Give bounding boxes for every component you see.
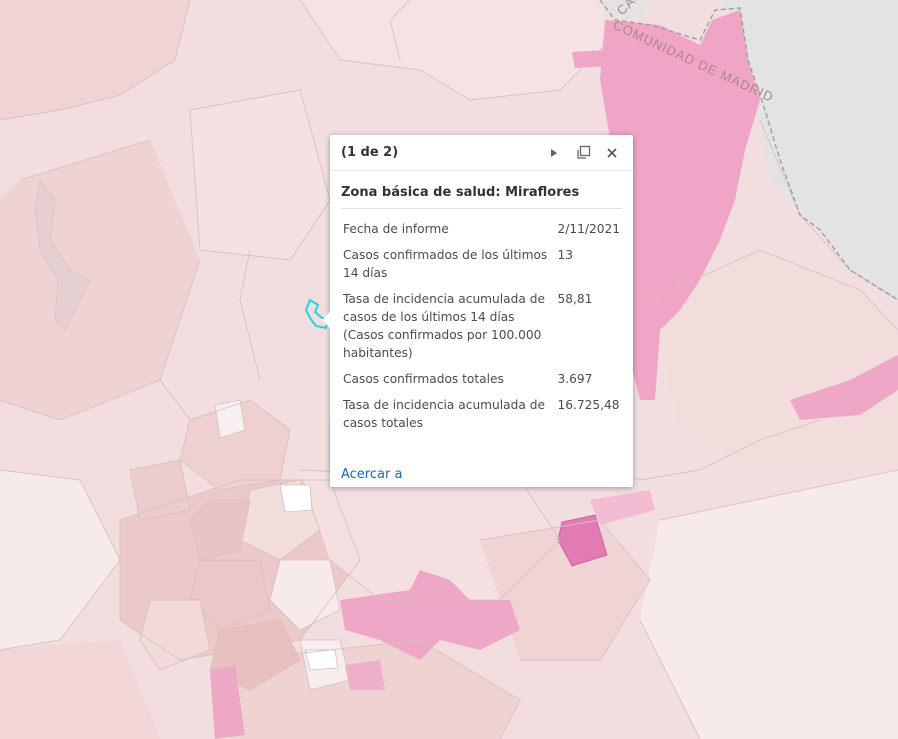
- close-icon: [607, 147, 617, 158]
- attribute-row: Tasa de incidencia acumulada de casos to…: [341, 392, 622, 436]
- mid-incidence-zone: [345, 660, 385, 690]
- attribute-row: Casos confirmados de los últimos 14 días…: [341, 242, 622, 286]
- map-zone: [190, 90, 330, 260]
- attribute-value: 2/11/2021: [557, 222, 621, 236]
- attribute-row: Tasa de incidencia acumulada de casos de…: [341, 286, 622, 366]
- attribute-label: Casos confirmados totales: [343, 372, 504, 386]
- attribute-value: 13: [557, 248, 574, 262]
- attribute-value: 58,81: [557, 292, 593, 306]
- attribute-table: Fecha de informe 2/11/2021 Casos confirmad…: [341, 216, 622, 436]
- map-zone: [0, 470, 120, 650]
- attribute-row: Casos confirmados totales 3.697: [341, 366, 622, 392]
- feature-popup: (1 de 2) Zona básica de salud: Miraflore…: [322, 135, 633, 487]
- map-zone: [0, 0, 190, 120]
- high-incidence-zone-patch: [572, 50, 612, 68]
- city-zones: [129, 399, 381, 691]
- popup-pointer: [322, 311, 331, 329]
- next-feature-button[interactable]: [544, 143, 564, 163]
- region-boundary: [599, 0, 898, 301]
- map-zone: [0, 640, 160, 739]
- mid-incidence-zone: [590, 490, 655, 525]
- popup-title: Zona básica de salud: Miraflores: [341, 185, 622, 209]
- map-zone: [300, 0, 610, 100]
- attribute-label: Casos confirmados de los últimos 14 días: [343, 248, 548, 280]
- map-zone: [480, 520, 650, 660]
- dock-icon: [576, 145, 590, 159]
- popup-header: (1 de 2): [330, 135, 633, 171]
- attribute-row: Fecha de informe 2/11/2021: [341, 216, 622, 242]
- feature-counter: (1 de 2): [341, 145, 399, 160]
- next-icon: [551, 148, 557, 157]
- map-zone: [640, 470, 898, 739]
- outside-region-area-top: [600, 0, 650, 20]
- zoom-to-link[interactable]: Acercar a: [341, 467, 403, 482]
- high-incidence-zone-east2: [790, 355, 898, 420]
- dock-button[interactable]: [573, 143, 593, 163]
- high-incidence-zone-center: [557, 514, 608, 567]
- high-incidence-zone-south: [340, 570, 520, 660]
- outside-region-area: [640, 0, 898, 300]
- attribute-label: Fecha de informe: [343, 222, 449, 236]
- high-incidence-zone-east: [600, 10, 760, 400]
- mid-incidence-zone: [210, 665, 245, 739]
- reservoir: [34, 179, 91, 331]
- attribute-label: Tasa de incidencia acumulada de casos de…: [343, 292, 545, 360]
- attribute-value: 3.697: [557, 372, 593, 386]
- close-button[interactable]: [602, 143, 622, 163]
- attribute-value: 16.725,48: [557, 398, 620, 412]
- attribute-label: Tasa de incidencia acumulada de casos to…: [343, 398, 545, 430]
